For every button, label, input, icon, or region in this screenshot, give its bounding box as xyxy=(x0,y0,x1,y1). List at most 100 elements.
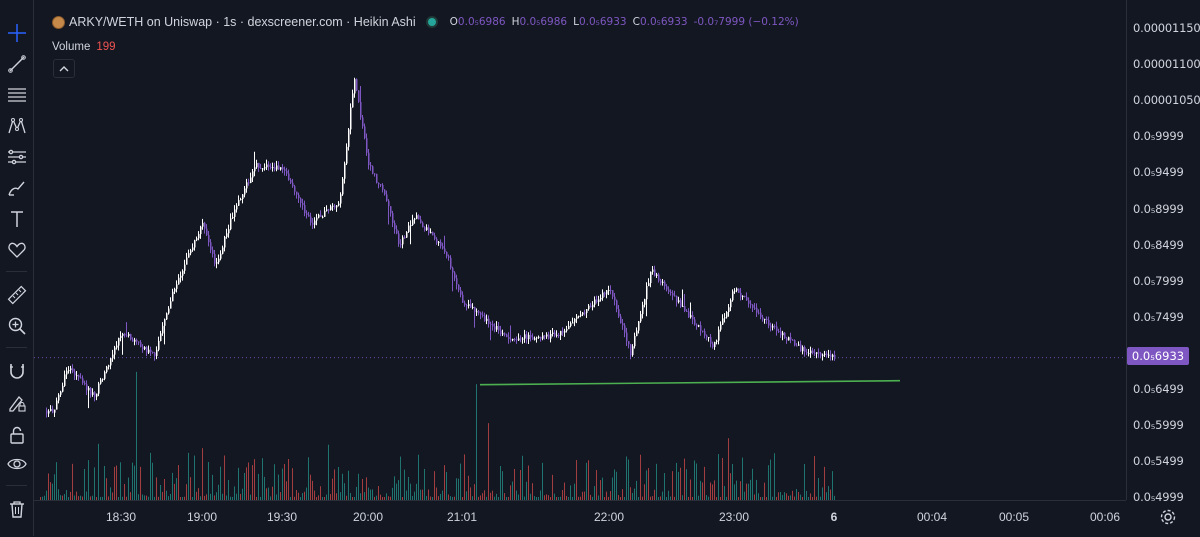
candle-body xyxy=(538,336,540,338)
volume-bar xyxy=(668,490,669,500)
time-axis[interactable]: 18:30 19:00 19:30 20:00 21:01 22:00 23:00 6 00:0… xyxy=(34,500,1126,537)
price-chart-pane[interactable] xyxy=(34,0,1126,500)
candle-body xyxy=(704,331,706,336)
candle-body xyxy=(478,311,480,313)
volume-bar xyxy=(64,494,65,500)
eye-icon[interactable] xyxy=(0,450,33,478)
candle-body xyxy=(612,290,614,297)
volume-bar xyxy=(386,493,387,500)
candle-body xyxy=(552,332,554,334)
candle-body xyxy=(458,284,460,291)
volume-bar xyxy=(734,484,735,500)
candle-body xyxy=(714,341,716,348)
volume-bar xyxy=(442,490,443,500)
price-axis[interactable]: 0.00001150 0.00001100 0.00001050 0.0₅9999 0.… xyxy=(1126,0,1200,504)
volume-bar xyxy=(548,495,549,500)
volume-bar xyxy=(766,496,767,500)
candle-body xyxy=(806,352,808,354)
candle-body xyxy=(620,316,622,324)
volume-bar xyxy=(396,483,397,500)
price-change: -0.0₇7999 (−0.12%) xyxy=(693,16,799,28)
volume-bar xyxy=(722,457,723,500)
heart-icon[interactable] xyxy=(0,236,33,264)
candle-body xyxy=(604,292,606,295)
candle-body xyxy=(226,233,228,237)
volume-bar xyxy=(138,494,139,500)
candle-body xyxy=(508,336,510,340)
volume-bar xyxy=(570,485,571,500)
candle-body xyxy=(502,333,504,335)
volume-bar xyxy=(612,477,613,500)
ruler-icon[interactable] xyxy=(0,281,33,309)
fib-retracement-icon[interactable] xyxy=(0,81,33,109)
volume-bar xyxy=(220,466,221,500)
trend-line-icon[interactable] xyxy=(0,50,33,78)
volume-bar xyxy=(764,482,765,500)
trash-icon[interactable] xyxy=(0,495,33,523)
volume-bar xyxy=(380,494,381,500)
candle-body xyxy=(266,164,268,168)
magnet-icon[interactable] xyxy=(0,357,33,385)
last-price-label: 0.0₅6933 xyxy=(1127,347,1189,365)
lock-drawing-icon[interactable] xyxy=(0,389,33,417)
candlestick-chart[interactable] xyxy=(34,0,1126,500)
candle-body xyxy=(696,324,698,327)
candle-body xyxy=(126,335,128,337)
candle-body xyxy=(190,250,192,254)
candle-body xyxy=(110,358,112,366)
volume-bar xyxy=(152,462,153,500)
time-tick: 20:00 xyxy=(352,510,384,524)
volume-bar xyxy=(604,496,605,500)
volume-bar xyxy=(300,496,301,500)
candle-body xyxy=(228,229,230,234)
volume-bar xyxy=(162,491,163,500)
candle-body xyxy=(288,173,290,180)
candle-body xyxy=(482,314,484,316)
volume-bar xyxy=(218,484,219,500)
candle-body xyxy=(72,368,74,372)
ohlc-close-key: C xyxy=(632,16,640,28)
candle-body xyxy=(336,205,338,208)
volume-bar xyxy=(262,458,263,500)
volume-bar xyxy=(364,492,365,500)
volume-bar xyxy=(394,476,395,500)
candle-body xyxy=(596,299,598,303)
support-trend-line[interactable] xyxy=(479,379,901,386)
zoom-in-icon[interactable] xyxy=(0,312,33,340)
volume-bar xyxy=(502,471,503,500)
candle-body xyxy=(444,248,446,252)
candle-body xyxy=(628,341,630,345)
candle-body xyxy=(400,243,402,245)
crosshair-icon[interactable] xyxy=(0,19,33,47)
volume-bar xyxy=(200,496,201,500)
lock-icon[interactable] xyxy=(0,421,33,449)
volume-bar xyxy=(784,492,785,500)
symbol-title[interactable]: ARKY/WETH on Uniswap · 1s · dexscreener.… xyxy=(69,15,416,29)
candle-body xyxy=(448,256,450,258)
brush-icon[interactable] xyxy=(0,174,33,202)
volume-legend[interactable]: Volume 199 xyxy=(52,41,116,53)
text-icon[interactable] xyxy=(0,205,33,233)
candle-body xyxy=(90,387,92,395)
volume-bar xyxy=(482,493,483,500)
collapse-legend-button[interactable] xyxy=(53,59,75,78)
candle-body xyxy=(154,352,156,356)
candle-body xyxy=(770,325,772,328)
volume-bar xyxy=(810,493,811,500)
time-tick: 22:00 xyxy=(593,510,625,524)
candle-body xyxy=(402,237,404,245)
gear-icon[interactable] xyxy=(1158,507,1178,527)
volume-bar xyxy=(180,496,181,500)
candle-body xyxy=(694,319,696,325)
candle-body xyxy=(150,349,152,353)
prediction-icon[interactable] xyxy=(0,143,33,171)
pattern-icon[interactable] xyxy=(0,112,33,140)
volume-bar xyxy=(800,494,801,500)
market-status-icon[interactable] xyxy=(427,18,436,26)
candle-body xyxy=(108,365,110,367)
candle-body xyxy=(712,343,714,348)
volume-bar xyxy=(672,471,673,500)
candle-body xyxy=(66,370,68,375)
volume-bar xyxy=(322,497,323,500)
candle-body xyxy=(136,339,138,342)
